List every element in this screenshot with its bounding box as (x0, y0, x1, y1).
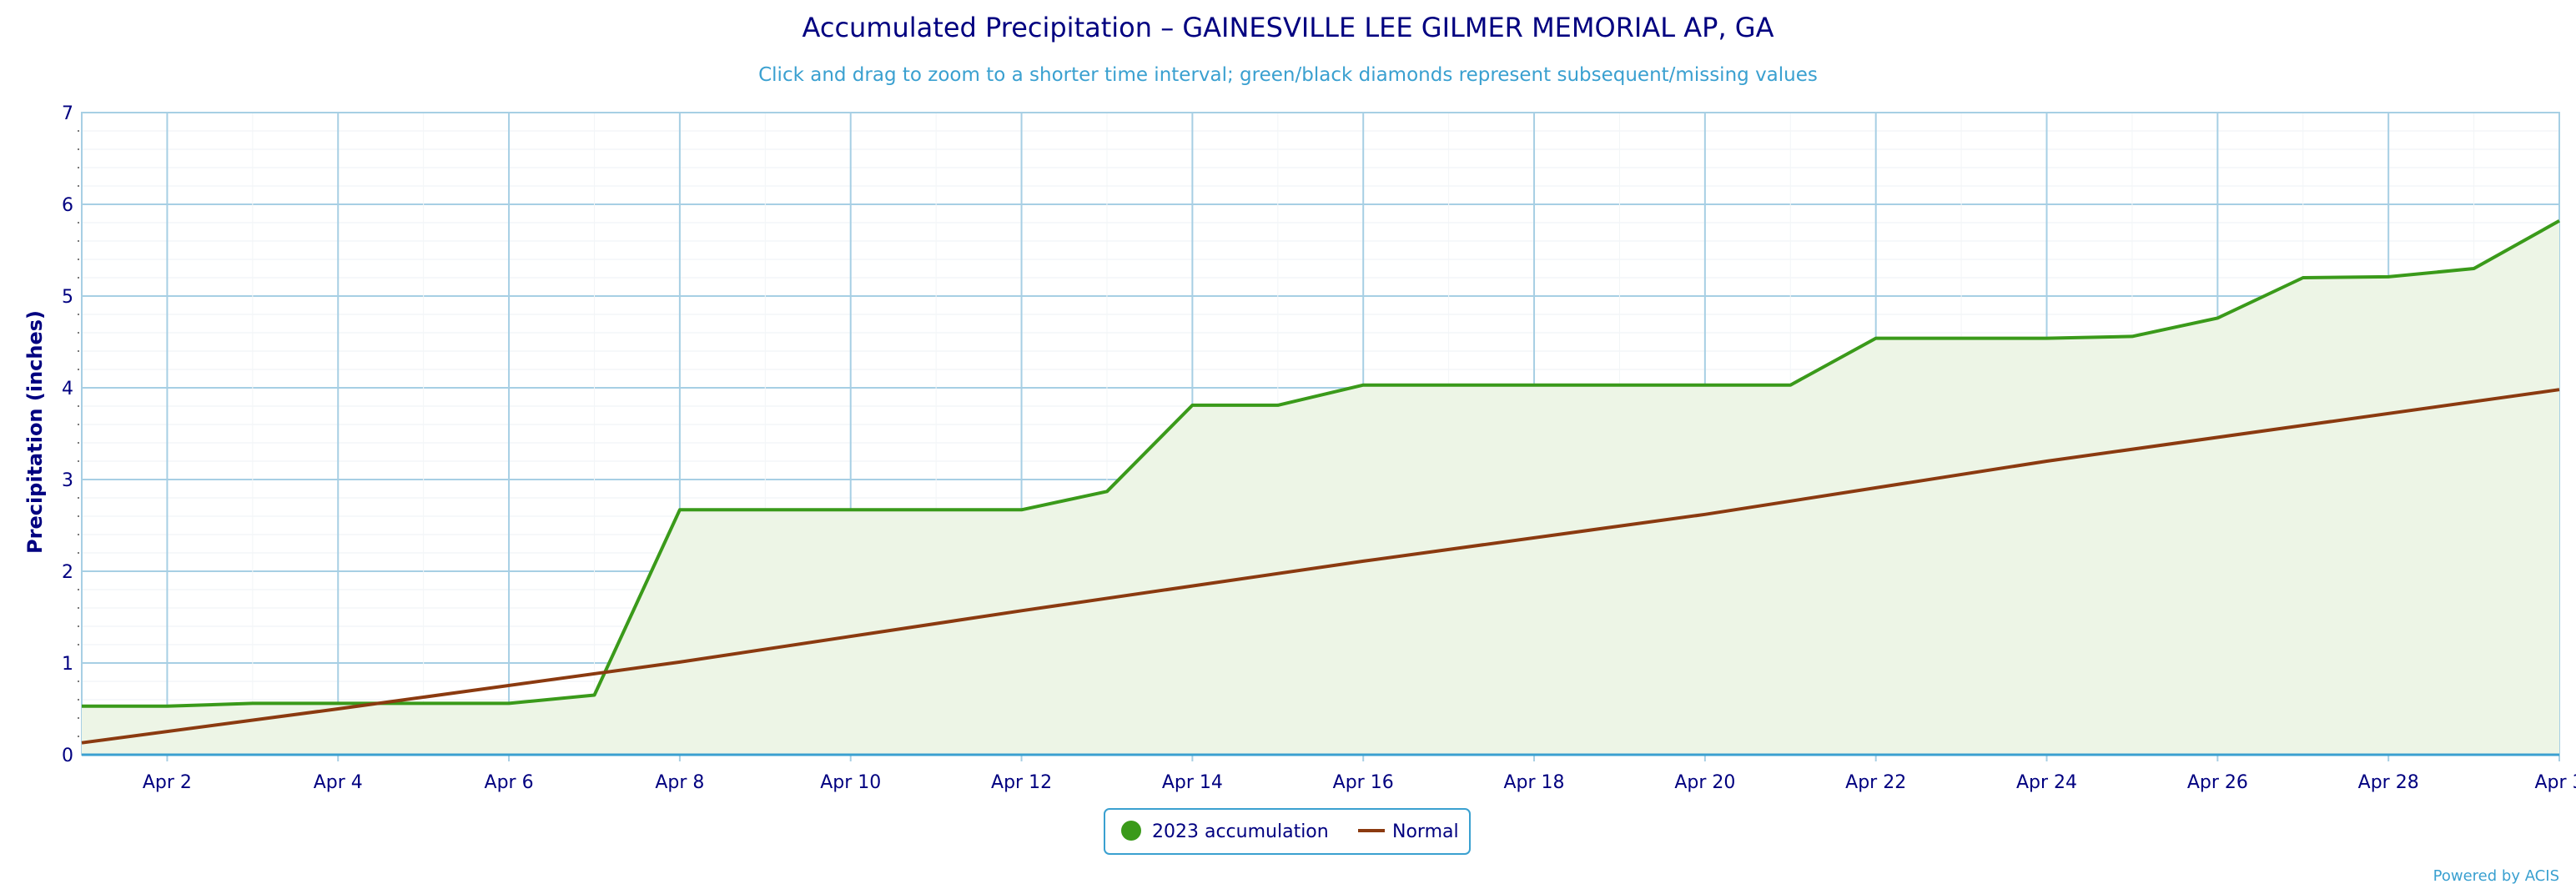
data-point-2023-accumulation (2558, 219, 2561, 223)
legend-label-2023-accumulation: 2023 accumulation (1152, 821, 1329, 842)
series-layer (80, 219, 2561, 745)
x-tick-label: Apr 26 (2187, 772, 2248, 793)
y-tick-label: 0 (62, 746, 73, 766)
data-point-2023-accumulation (2302, 276, 2305, 279)
data-point-2023-accumulation (251, 701, 254, 705)
data-point-2023-accumulation (1447, 384, 1451, 387)
legend-marker-2023-accumulation (1121, 821, 1141, 841)
y-tick-label: 6 (62, 195, 73, 216)
data-point-2023-accumulation (1105, 490, 1109, 493)
x-tick-label: Apr 20 (1674, 772, 1735, 793)
y-tick-label: 2 (62, 562, 73, 583)
data-point-2023-accumulation (678, 508, 682, 511)
data-point-normal (2045, 460, 2049, 463)
axis-layer: 0 1 2 3 4 5 6 7 Apr 2 Apr 4 Apr 6 Apr 8 Apr 10 Apr 12… (62, 103, 2576, 793)
area-layer (82, 220, 2559, 755)
data-point-2023-accumulation (1361, 384, 1365, 387)
y-tick-label: 1 (62, 654, 73, 675)
legend-label-normal: Normal (1392, 821, 1459, 842)
data-point-2023-accumulation (1276, 404, 1280, 407)
data-point-2023-accumulation (1703, 384, 1707, 387)
x-tick-label: Apr 6 (485, 772, 534, 793)
legend[interactable]: 2023 accumulation Normal (1104, 808, 1471, 855)
y-tick-label: 3 (62, 470, 73, 491)
series-line-normal (81, 388, 2560, 745)
data-point-2023-accumulation (2387, 275, 2390, 279)
data-point-normal (1361, 560, 1365, 563)
data-point-2023-accumulation (422, 701, 425, 705)
legend-box (1104, 808, 1471, 855)
data-point-2023-accumulation (934, 508, 938, 511)
x-tick-label: Apr 22 (1845, 772, 1906, 793)
y-tick-label: 4 (62, 379, 73, 399)
chart-title: Accumulated Precipitation – GAINESVILLE … (802, 12, 1774, 43)
data-point-2023-accumulation (1874, 337, 1878, 340)
data-point-2023-accumulation (763, 508, 767, 511)
data-point-2023-accumulation (1020, 508, 1024, 511)
x-tick-label: Apr 10 (820, 772, 881, 793)
x-tick-label: Apr 14 (1162, 772, 1223, 793)
data-point-2023-accumulation (2216, 316, 2219, 319)
data-point-2023-accumulation (80, 705, 83, 708)
y-tick-label: 7 (62, 103, 73, 124)
data-point-2023-accumulation (2131, 334, 2134, 338)
data-point-2023-accumulation (507, 701, 511, 705)
data-point-2023-accumulation (1532, 384, 1536, 387)
data-point-2023-accumulation (336, 701, 340, 705)
x-tick-label: Apr 4 (314, 772, 363, 793)
data-point-2023-accumulation (1789, 384, 1792, 387)
x-tick-label: Apr 28 (2358, 772, 2419, 793)
x-tick-label: Apr 3 (2534, 772, 2576, 793)
chart-subtitle: Click and drag to zoom to a shorter time… (758, 64, 1818, 86)
data-point-normal (1703, 513, 1707, 516)
x-tick-label: Apr 12 (991, 772, 1052, 793)
x-tick-label: Apr 8 (655, 772, 704, 793)
data-point-normal (1020, 609, 1024, 612)
y-tick-label: 5 (62, 287, 73, 308)
x-tick-label: Apr 24 (2016, 772, 2077, 793)
data-point-2023-accumulation (1960, 337, 1963, 340)
data-point-2023-accumulation (2045, 337, 2049, 340)
data-point-normal (80, 741, 83, 745)
series-line-2023-accumulation (82, 219, 2560, 708)
data-point-2023-accumulation (849, 508, 853, 511)
series-area-2023-accumulation (82, 220, 2559, 755)
credit-link[interactable]: Powered by ACIS (2433, 867, 2559, 885)
data-point-2023-accumulation (593, 694, 596, 697)
data-point-2023-accumulation (1190, 404, 1194, 407)
legend-item-2023-accumulation[interactable]: 2023 accumulation (1121, 821, 1329, 842)
data-point-2023-accumulation (2473, 267, 2476, 270)
x-tick-label: Apr 18 (1504, 772, 1565, 793)
legend-item-normal[interactable]: Normal (1358, 821, 1459, 842)
data-point-2023-accumulation (165, 705, 169, 708)
data-point-normal (678, 660, 682, 664)
y-axis-label: Precipitation (inches) (23, 310, 47, 554)
data-point-2023-accumulation (1618, 384, 1621, 387)
data-point-normal (336, 707, 340, 711)
data-point-normal (2558, 388, 2561, 391)
x-tick-label: Apr 2 (143, 772, 192, 793)
x-tick-label: Apr 16 (1333, 772, 1394, 793)
